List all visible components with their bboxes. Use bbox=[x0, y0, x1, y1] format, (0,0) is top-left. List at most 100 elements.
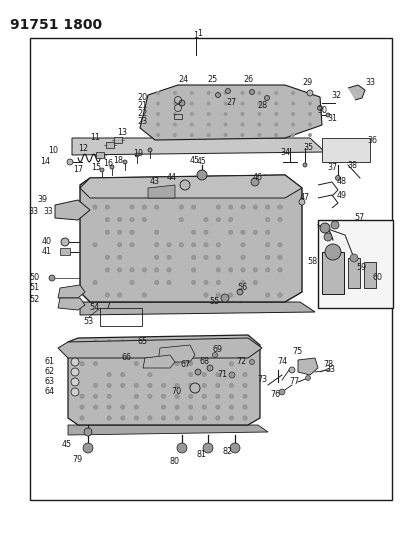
Ellipse shape bbox=[93, 268, 97, 272]
Ellipse shape bbox=[134, 394, 138, 399]
Ellipse shape bbox=[215, 351, 219, 355]
Ellipse shape bbox=[80, 416, 84, 420]
Ellipse shape bbox=[265, 217, 269, 222]
Ellipse shape bbox=[277, 230, 282, 235]
Text: 29: 29 bbox=[302, 77, 312, 86]
Ellipse shape bbox=[172, 101, 176, 106]
Ellipse shape bbox=[191, 243, 195, 247]
Polygon shape bbox=[58, 298, 85, 310]
Ellipse shape bbox=[307, 123, 311, 126]
Text: 74: 74 bbox=[276, 358, 286, 367]
Ellipse shape bbox=[188, 405, 192, 409]
Ellipse shape bbox=[120, 405, 125, 409]
Ellipse shape bbox=[215, 93, 220, 98]
Ellipse shape bbox=[100, 168, 104, 172]
Ellipse shape bbox=[130, 230, 134, 235]
Text: 27: 27 bbox=[226, 98, 237, 107]
Ellipse shape bbox=[117, 255, 122, 260]
Ellipse shape bbox=[202, 351, 206, 355]
Ellipse shape bbox=[240, 217, 245, 222]
Ellipse shape bbox=[161, 373, 165, 377]
Ellipse shape bbox=[242, 394, 247, 399]
Ellipse shape bbox=[265, 192, 269, 197]
Ellipse shape bbox=[61, 238, 69, 246]
Ellipse shape bbox=[134, 361, 138, 366]
Text: 72: 72 bbox=[236, 358, 247, 367]
Ellipse shape bbox=[107, 361, 111, 366]
Ellipse shape bbox=[240, 101, 244, 106]
Ellipse shape bbox=[223, 123, 227, 126]
Ellipse shape bbox=[223, 101, 227, 106]
Ellipse shape bbox=[264, 95, 269, 101]
Ellipse shape bbox=[130, 293, 134, 297]
Ellipse shape bbox=[71, 358, 79, 366]
Text: 39: 39 bbox=[38, 196, 48, 205]
Ellipse shape bbox=[306, 90, 312, 96]
Ellipse shape bbox=[117, 280, 122, 285]
Text: 53: 53 bbox=[83, 318, 93, 327]
Text: 36: 36 bbox=[366, 135, 376, 144]
Ellipse shape bbox=[273, 91, 277, 95]
Ellipse shape bbox=[228, 243, 232, 247]
Ellipse shape bbox=[161, 361, 165, 366]
Ellipse shape bbox=[161, 383, 165, 387]
Ellipse shape bbox=[240, 112, 244, 116]
Ellipse shape bbox=[161, 340, 165, 344]
Ellipse shape bbox=[174, 340, 179, 344]
Text: 55: 55 bbox=[209, 297, 220, 306]
Ellipse shape bbox=[242, 383, 247, 387]
Ellipse shape bbox=[117, 293, 122, 297]
Ellipse shape bbox=[228, 230, 232, 235]
Ellipse shape bbox=[240, 91, 244, 95]
Text: 75: 75 bbox=[292, 348, 302, 357]
Ellipse shape bbox=[203, 217, 208, 222]
Ellipse shape bbox=[161, 351, 165, 355]
Text: 20: 20 bbox=[138, 93, 148, 101]
Ellipse shape bbox=[190, 383, 200, 393]
Text: 80: 80 bbox=[170, 457, 180, 466]
Bar bbox=[317, 220, 392, 308]
Text: 25: 25 bbox=[207, 75, 218, 84]
Text: 67: 67 bbox=[180, 360, 190, 369]
Text: 64: 64 bbox=[45, 387, 55, 397]
Ellipse shape bbox=[154, 243, 158, 247]
Ellipse shape bbox=[142, 180, 146, 184]
Ellipse shape bbox=[335, 175, 340, 181]
Polygon shape bbox=[68, 335, 259, 425]
Ellipse shape bbox=[134, 373, 138, 377]
Ellipse shape bbox=[84, 428, 92, 436]
Ellipse shape bbox=[147, 361, 152, 366]
Text: 82: 82 bbox=[223, 448, 233, 456]
Ellipse shape bbox=[223, 91, 227, 95]
Ellipse shape bbox=[154, 217, 158, 222]
Ellipse shape bbox=[206, 123, 210, 126]
Polygon shape bbox=[148, 185, 174, 198]
Ellipse shape bbox=[203, 180, 208, 184]
Ellipse shape bbox=[107, 340, 111, 344]
Ellipse shape bbox=[240, 133, 244, 137]
Text: 33: 33 bbox=[28, 207, 38, 216]
Ellipse shape bbox=[206, 91, 210, 95]
Text: 13: 13 bbox=[117, 127, 127, 136]
Ellipse shape bbox=[130, 268, 134, 272]
Text: 78: 78 bbox=[322, 360, 332, 369]
Ellipse shape bbox=[273, 101, 277, 106]
Ellipse shape bbox=[203, 243, 208, 247]
Bar bbox=[321, 252, 343, 294]
Ellipse shape bbox=[147, 383, 152, 387]
Polygon shape bbox=[58, 338, 261, 358]
Ellipse shape bbox=[120, 373, 125, 377]
Ellipse shape bbox=[225, 88, 230, 93]
Ellipse shape bbox=[206, 112, 210, 116]
Ellipse shape bbox=[229, 416, 233, 420]
Ellipse shape bbox=[203, 280, 208, 285]
Ellipse shape bbox=[142, 280, 146, 285]
Ellipse shape bbox=[147, 340, 152, 344]
Ellipse shape bbox=[302, 163, 306, 167]
Ellipse shape bbox=[105, 217, 109, 222]
Ellipse shape bbox=[288, 367, 294, 373]
Ellipse shape bbox=[265, 280, 269, 285]
Text: 18: 18 bbox=[113, 156, 123, 165]
Ellipse shape bbox=[223, 133, 227, 137]
Text: 12: 12 bbox=[78, 143, 88, 152]
